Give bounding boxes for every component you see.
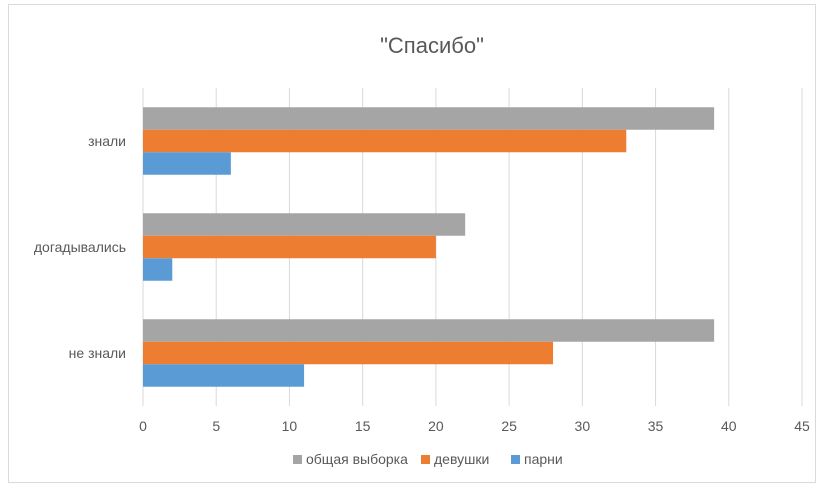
legend-label-0: общая выборка [306,451,408,467]
x-tick-label-25: 25 [501,418,517,434]
bar-2-1 [143,341,554,365]
x-tick-label-45: 45 [794,418,810,434]
bar-0-0 [143,107,715,130]
x-tick-label-30: 30 [575,418,591,434]
x-tick-label-15: 15 [355,418,371,434]
legend-swatch-2 [511,455,520,464]
x-tick-label-35: 35 [648,418,664,434]
bar-1-0 [143,213,466,236]
legend: общая выборка девушки парни [293,451,563,467]
chart-title: "Спасибо" [380,33,484,58]
category-labels: знали догадывались не знали [34,133,126,361]
legend-label-1: девушки [434,451,489,467]
bar-1-2 [143,258,173,281]
bar-2-2 [143,364,305,387]
x-tick-label-20: 20 [428,418,444,434]
category-label-2: не знали [69,345,126,361]
bar-2-0 [143,319,715,342]
bar-1-1 [143,235,436,259]
bar-0-1 [143,129,627,153]
category-label-1: догадывались [34,239,126,255]
category-label-0: знали [88,133,126,149]
legend-swatch-0 [293,455,302,464]
legend-label-2: парни [524,451,563,467]
bar-0-2 [143,152,231,175]
x-tick-label-10: 10 [282,418,298,434]
bars [143,107,715,387]
x-tick-label-5: 5 [212,418,220,434]
x-tick-label-0: 0 [139,418,147,434]
x-tick-labels: 0 5 10 15 20 25 30 35 40 45 [139,418,810,434]
legend-swatch-1 [421,455,430,464]
x-tick-label-40: 40 [721,418,737,434]
